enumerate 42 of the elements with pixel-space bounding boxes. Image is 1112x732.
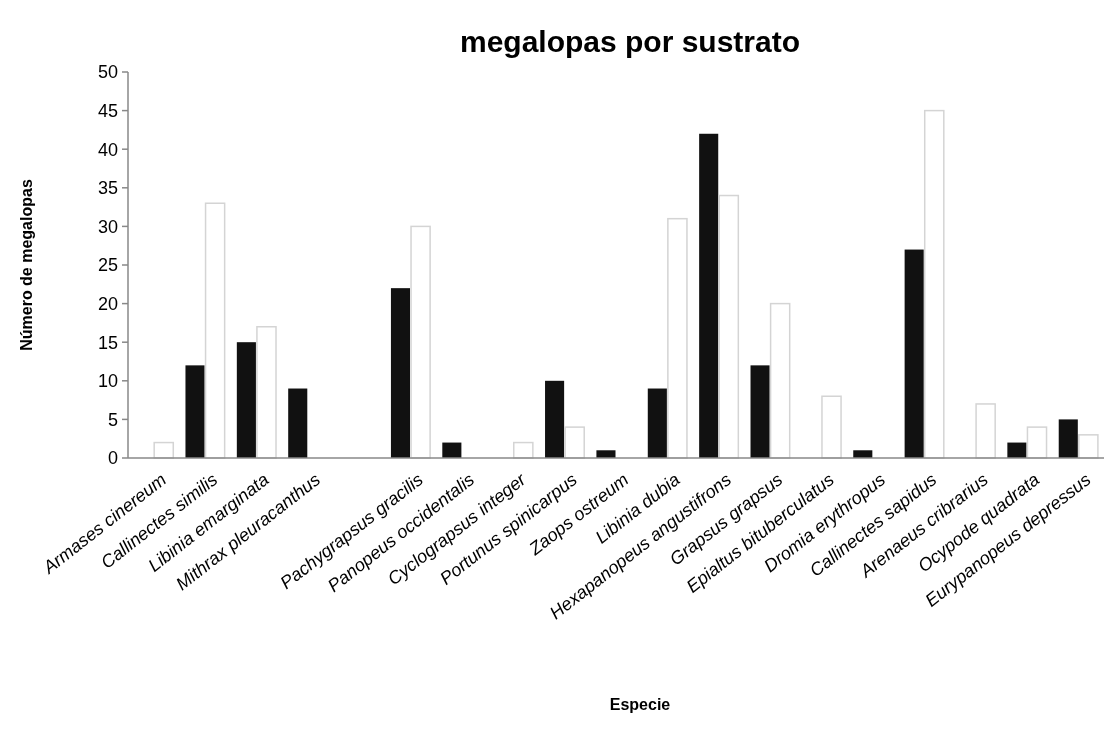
bar xyxy=(750,365,770,458)
bar xyxy=(1007,442,1027,458)
bar xyxy=(390,288,411,458)
bar xyxy=(853,450,873,458)
bar xyxy=(975,403,996,459)
y-tick-label: 30 xyxy=(97,216,118,237)
y-tick-label: 45 xyxy=(97,100,118,121)
bar xyxy=(1058,419,1078,458)
bar xyxy=(718,194,740,459)
bar xyxy=(904,249,924,458)
bar xyxy=(667,217,688,459)
bar xyxy=(821,395,842,459)
y-tick-label: 10 xyxy=(97,371,118,392)
bar xyxy=(442,442,462,458)
y-axis-title: Número de megalopas xyxy=(18,179,35,351)
bar xyxy=(923,109,945,459)
bar xyxy=(204,202,226,459)
bar xyxy=(545,380,565,458)
y-tick-label: 0 xyxy=(107,448,118,469)
y-tick-label: 40 xyxy=(97,139,118,160)
bar xyxy=(185,365,205,458)
chart-title: megalopas por sustrato xyxy=(459,25,801,58)
bar xyxy=(410,225,431,459)
y-tick-label: 5 xyxy=(107,409,118,430)
bar xyxy=(596,450,616,458)
y-tick-label: 25 xyxy=(97,255,118,276)
bar xyxy=(564,426,585,459)
y-tick-label: 15 xyxy=(97,332,118,353)
bar xyxy=(288,388,308,458)
bar xyxy=(153,441,175,459)
bar xyxy=(1026,426,1048,459)
bar xyxy=(256,326,277,459)
bar xyxy=(1078,434,1099,459)
y-tick-label: 35 xyxy=(97,178,118,199)
y-tick-label: 50 xyxy=(97,62,118,83)
y-tick-label: 20 xyxy=(97,293,118,314)
bar xyxy=(513,441,534,459)
bar xyxy=(699,133,719,458)
x-axis-title: Especie xyxy=(609,696,671,713)
bar xyxy=(769,302,791,459)
bar xyxy=(647,388,667,458)
bar xyxy=(236,342,256,458)
